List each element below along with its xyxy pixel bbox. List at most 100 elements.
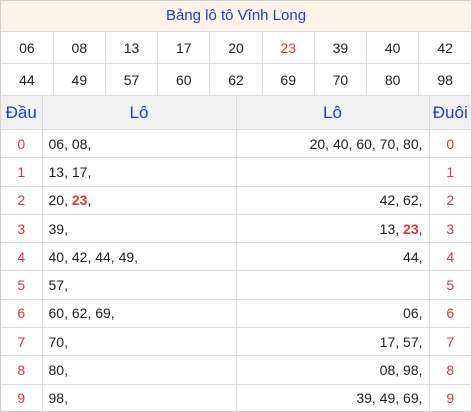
dau-lo-cell: 13, 17, bbox=[42, 157, 237, 187]
dau-digit: 8 bbox=[1, 355, 43, 385]
number-cell: 08 bbox=[53, 32, 106, 64]
dau-lo-cell: 70, bbox=[42, 327, 237, 357]
duoi-lo-cell: 44, bbox=[236, 242, 430, 272]
lo-number: 98 bbox=[403, 362, 419, 379]
number-cell: 49 bbox=[53, 63, 106, 96]
lo-number: 13 bbox=[379, 220, 396, 237]
number-cell: 69 bbox=[262, 63, 315, 96]
lo-number: 57 bbox=[48, 277, 65, 294]
number-cell: 98 bbox=[418, 63, 471, 96]
lo-number: 42 bbox=[71, 248, 88, 265]
duoi-digit: 3 bbox=[429, 214, 471, 244]
table-row: 8 80, 08, 98, 8 bbox=[1, 355, 471, 385]
duoi-digit: 5 bbox=[429, 270, 471, 300]
lo-number: 80 bbox=[48, 362, 65, 379]
header-dau: Đầu bbox=[1, 96, 43, 130]
table-row: 9 98, 39, 49, 69, 9 bbox=[1, 384, 471, 412]
number-cell: 23 bbox=[262, 32, 315, 64]
lo-number: 49 bbox=[379, 390, 396, 407]
numbers-row-2: 44 49 57 60 62 69 70 80 98 bbox=[1, 63, 471, 96]
number-cell: 44 bbox=[1, 63, 54, 96]
table-row: 3 39, 13, 23, 3 bbox=[1, 214, 471, 244]
number-cell: 06 bbox=[1, 32, 54, 64]
lo-number: 06 bbox=[48, 135, 65, 152]
lo-number: 23 bbox=[71, 192, 88, 209]
dau-digit: 1 bbox=[1, 157, 43, 187]
numbers-row-1: 06 08 13 17 20 23 39 40 42 bbox=[1, 32, 471, 64]
dau-lo-cell: 39, bbox=[42, 214, 237, 244]
number-cell: 62 bbox=[209, 63, 263, 96]
lo-number: 60 bbox=[48, 305, 65, 322]
lo-number: 20 bbox=[309, 135, 326, 152]
lo-number: 60 bbox=[356, 135, 372, 152]
lo-number: 13 bbox=[48, 163, 65, 180]
dau-digit: 5 bbox=[1, 270, 43, 300]
lo-number: 39 bbox=[356, 390, 372, 407]
lo-number: 49 bbox=[118, 248, 135, 265]
dau-digit: 9 bbox=[1, 384, 43, 412]
number-cell: 17 bbox=[157, 32, 211, 64]
duoi-lo-cell bbox=[236, 157, 430, 187]
header-lo-left: Lô bbox=[42, 96, 237, 130]
number-cell: 13 bbox=[105, 32, 159, 64]
dau-digit: 2 bbox=[1, 186, 43, 215]
duoi-digit: 9 bbox=[446, 390, 455, 407]
duoi-digit: 1 bbox=[429, 157, 471, 187]
dau-digit: 0 bbox=[1, 129, 43, 159]
duoi-lo-cell: 17, 57, bbox=[236, 327, 430, 357]
number-cell: 80 bbox=[366, 63, 420, 96]
duoi-digit: 0 bbox=[429, 129, 471, 159]
duoi-digit: 8 bbox=[429, 355, 471, 385]
lo-number: 20 bbox=[48, 192, 65, 209]
lo-number: 42 bbox=[379, 192, 396, 209]
number-cell: 42 bbox=[418, 32, 471, 64]
duoi-lo-cell bbox=[236, 270, 430, 300]
duoi-digit: 2 bbox=[429, 186, 471, 215]
dau-duoi-table: Đầu Lô Lô Đuôi 0 06, 08, 20, 40, 60, 70, … bbox=[1, 96, 471, 412]
lo-number: 70 bbox=[379, 135, 396, 152]
table-row: 0 06, 08, 20, 40, 60, 70, 80, 0 bbox=[1, 129, 471, 159]
numbers-grid: 06 08 13 17 20 23 39 40 42 44 49 57 60 6… bbox=[1, 32, 471, 96]
table-row: 1 13, 17, 1 bbox=[1, 157, 471, 187]
table-header-row: Đầu Lô Lô Đuôi bbox=[1, 96, 471, 130]
duoi-digit: 7 bbox=[429, 327, 471, 357]
dau-digit: 6 bbox=[1, 299, 43, 329]
dau-lo-cell: 80, bbox=[42, 355, 237, 385]
table-row: 7 70, 17, 57, 7 bbox=[1, 327, 471, 357]
dau-digit: 3 bbox=[1, 214, 43, 244]
lo-number: 39 bbox=[48, 220, 65, 237]
duoi-lo-cell: 06, bbox=[236, 299, 430, 329]
lo-number: 62 bbox=[403, 192, 419, 209]
dau-lo-cell: 57, bbox=[42, 270, 237, 300]
duoi-lo-cell: 08, 98, bbox=[236, 355, 430, 385]
header-duoi: Đuôi bbox=[429, 96, 471, 130]
duoi-lo-cell: 13, 23, bbox=[236, 214, 430, 244]
number-cell: 20 bbox=[209, 32, 263, 64]
lo-number: 06 bbox=[403, 305, 419, 322]
duoi-digit: 4 bbox=[429, 242, 471, 272]
duoi-lo-cell: 39, 49, 69, bbox=[236, 384, 430, 412]
dau-lo-cell: 98, bbox=[42, 384, 237, 412]
dau-digit: 4 bbox=[1, 242, 43, 272]
duoi-lo-cell: 42, 62, bbox=[236, 186, 430, 215]
number-cell: 60 bbox=[157, 63, 211, 96]
dau-lo-cell: 40, 42, 44, 49, bbox=[42, 242, 237, 272]
number-cell: 40 bbox=[366, 32, 420, 64]
duoi-digit: 6 bbox=[429, 299, 471, 329]
lo-number: 17 bbox=[379, 333, 396, 350]
lo-number: 08 bbox=[71, 135, 88, 152]
number-cell: 57 bbox=[105, 63, 159, 96]
dau-digit: 7 bbox=[1, 327, 43, 357]
lo-number: 80 bbox=[403, 135, 419, 152]
lo-number: 40 bbox=[332, 135, 349, 152]
lo-number: 17 bbox=[71, 163, 88, 180]
lo-number: 23 bbox=[403, 220, 419, 237]
header-lo-right: Lô bbox=[236, 96, 430, 130]
table-row: 2 20, 23, 42, 62, 2 bbox=[1, 186, 471, 215]
lo-number: 44 bbox=[403, 248, 419, 265]
lo-number: 70 bbox=[48, 333, 65, 350]
duoi-lo-cell: 20, 40, 60, 70, 80, bbox=[236, 129, 430, 159]
table-title: Bảng lô tô Vĩnh Long bbox=[1, 1, 471, 32]
number-cell: 70 bbox=[314, 63, 368, 96]
